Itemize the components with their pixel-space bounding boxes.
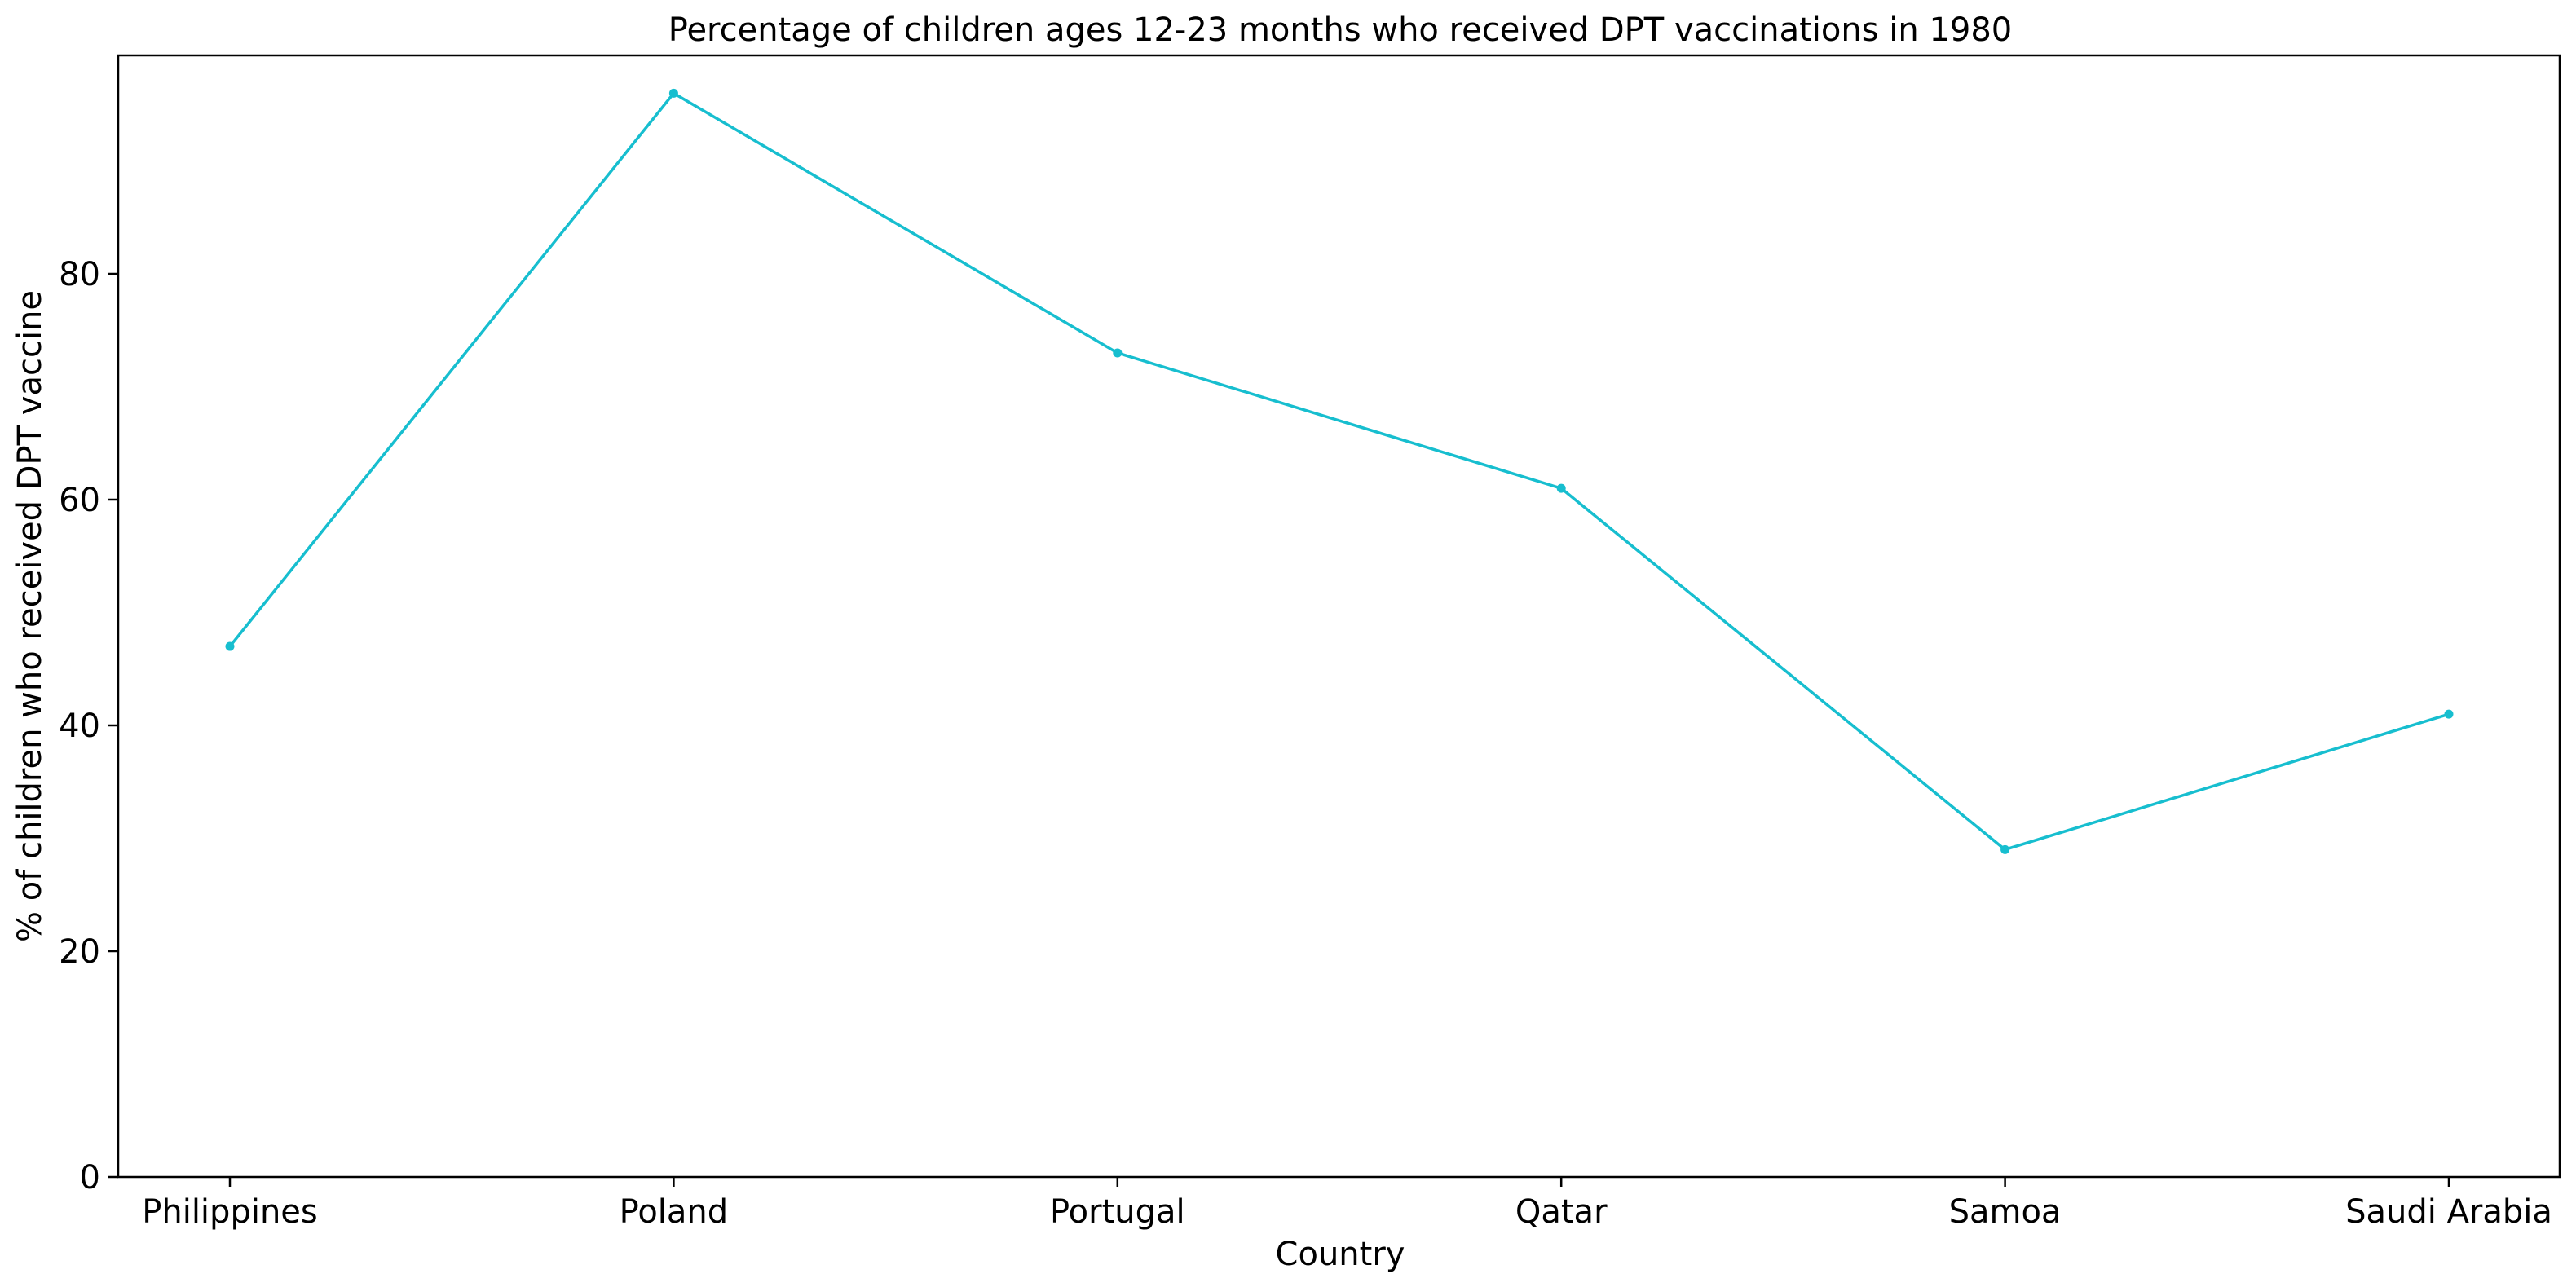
- y-tick-label: 40: [59, 707, 100, 745]
- y-axis-label: % of children who received DPT vaccine: [11, 290, 49, 942]
- data-point: [225, 641, 235, 651]
- data-point: [2444, 709, 2454, 719]
- x-axis-label: Country: [1276, 1236, 1405, 1273]
- y-axis-ticks: 0 20 40 60 80: [59, 256, 118, 1197]
- series-layer: [225, 88, 2454, 854]
- axes-frame: [117, 54, 2561, 1179]
- plot-area: [117, 54, 2561, 1179]
- y-tick-label: 20: [59, 933, 100, 971]
- y-tick-label: 80: [59, 256, 100, 293]
- x-tick-label: Qatar: [1515, 1193, 1608, 1231]
- x-tick-label: Samoa: [1949, 1193, 2062, 1231]
- data-point: [668, 88, 678, 98]
- data-point: [1556, 483, 1566, 493]
- x-tick-label: Portugal: [1050, 1193, 1185, 1231]
- chart-title: Percentage of children ages 12-23 months…: [668, 11, 2013, 49]
- y-tick-label: 0: [80, 1159, 100, 1197]
- x-axis-ticks: Philippines Poland Portugal Qatar Samoa Saudi…: [142, 1177, 2552, 1231]
- x-tick-label: Philippines: [142, 1193, 318, 1231]
- y-tick-label: 60: [59, 482, 100, 519]
- x-tick-label: Saudi Arabia: [2345, 1193, 2552, 1231]
- data-point: [1113, 348, 1123, 358]
- series-line: [228, 91, 2450, 852]
- data-point: [2000, 844, 2010, 854]
- x-tick-label: Poland: [620, 1193, 729, 1231]
